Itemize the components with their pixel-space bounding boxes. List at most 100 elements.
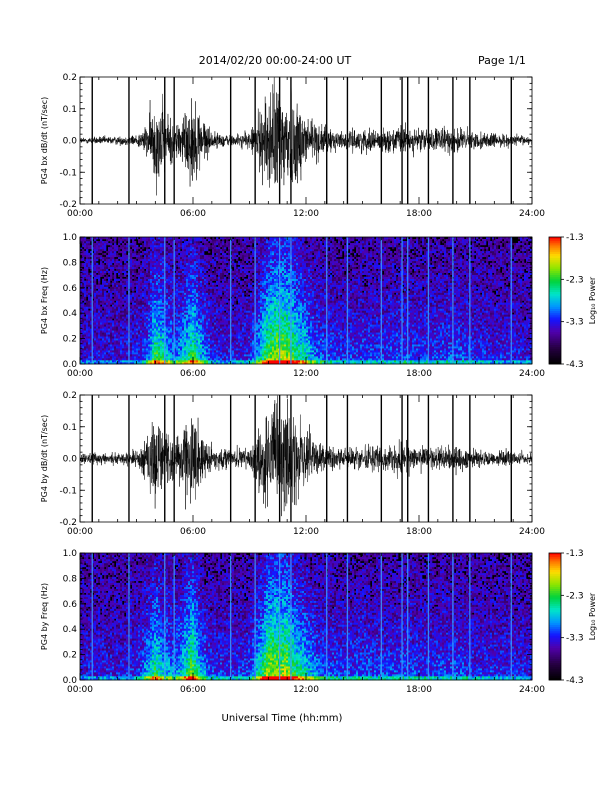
spectrogram-cell bbox=[204, 320, 206, 322]
spectrogram-cell bbox=[194, 245, 196, 247]
spectrogram-cell bbox=[208, 299, 210, 301]
spectrogram-cell bbox=[162, 324, 164, 326]
spectrogram-cell bbox=[166, 251, 168, 253]
spectrogram-cell bbox=[186, 356, 188, 358]
spectrogram-cell bbox=[118, 261, 120, 263]
spectrogram-cell bbox=[166, 304, 168, 306]
spectrogram-cell bbox=[228, 271, 230, 273]
spectrogram-cell bbox=[206, 299, 208, 301]
spectrogram-cell bbox=[134, 277, 136, 279]
spectrogram-cell bbox=[196, 249, 198, 251]
spectrogram-cell bbox=[114, 281, 116, 283]
spectrogram-cell bbox=[212, 273, 214, 275]
spectrogram-cell bbox=[200, 318, 202, 320]
spectrogram-cell bbox=[232, 322, 234, 324]
spectrogram-cell bbox=[202, 289, 204, 291]
spectrogram-cell bbox=[138, 352, 140, 354]
spectrogram-cell bbox=[84, 245, 86, 247]
spectrogram-cell bbox=[116, 342, 118, 344]
spectrogram-cell bbox=[132, 243, 134, 245]
spectrogram-cell bbox=[162, 338, 164, 340]
spectrogram-cell bbox=[200, 275, 202, 277]
spectrogram-cell bbox=[214, 322, 216, 324]
spectrogram-cell bbox=[194, 326, 196, 328]
spectrogram-cell bbox=[142, 332, 144, 334]
spectrogram-cell bbox=[184, 304, 186, 306]
spectrogram-cell bbox=[226, 289, 228, 291]
spectrogram-cell bbox=[126, 295, 128, 297]
spectrogram-cell bbox=[218, 279, 220, 281]
spectrogram-cell bbox=[126, 350, 128, 352]
spectrogram-cell bbox=[104, 322, 106, 324]
spectrogram-cell bbox=[216, 287, 218, 289]
spectrogram-cell bbox=[138, 344, 140, 346]
spectrogram-cell bbox=[234, 265, 236, 267]
spectrogram-cell bbox=[86, 306, 88, 308]
spectrogram-cell bbox=[208, 239, 210, 241]
spectrogram-cell bbox=[162, 316, 164, 318]
spectrogram-cell bbox=[180, 271, 182, 273]
spectrogram-cell bbox=[116, 245, 118, 247]
spectrogram-cell bbox=[136, 247, 138, 249]
spectrogram-cell bbox=[114, 350, 116, 352]
spectrogram-cell bbox=[134, 255, 136, 257]
spectrogram-cell bbox=[234, 243, 236, 245]
spectrogram-cell bbox=[160, 251, 162, 253]
spectrogram-cell bbox=[86, 255, 88, 257]
spectrogram-cell bbox=[188, 316, 190, 318]
spectrogram-cell bbox=[150, 346, 152, 348]
spectrogram-cell bbox=[198, 261, 200, 263]
spectrogram-cell bbox=[110, 312, 112, 314]
spectrogram-cell bbox=[112, 308, 114, 310]
spectrogram-cell bbox=[124, 330, 126, 332]
spectrogram-cell bbox=[84, 251, 86, 253]
spectrogram-cell bbox=[118, 346, 120, 348]
spectrogram-cell bbox=[194, 342, 196, 344]
spectrogram-cell bbox=[238, 352, 240, 354]
spectrogram-cell bbox=[86, 289, 88, 291]
spectrogram-cell bbox=[108, 263, 110, 265]
spectrogram-cell bbox=[142, 263, 144, 265]
spectrogram-cell bbox=[218, 352, 220, 354]
spectrogram-cell bbox=[84, 350, 86, 352]
spectrogram-cell bbox=[234, 322, 236, 324]
spectrogram-cell bbox=[170, 356, 172, 358]
spectrogram-cell bbox=[170, 283, 172, 285]
spectrogram-cell bbox=[216, 259, 218, 261]
spectrogram-cell bbox=[160, 289, 162, 291]
spectrogram-cell bbox=[82, 299, 84, 301]
spectrogram-cell bbox=[98, 257, 100, 259]
spectrogram-cell bbox=[188, 277, 190, 279]
spectrogram-cell bbox=[202, 360, 204, 362]
spectrogram-cell bbox=[196, 265, 198, 267]
spectrogram-cell bbox=[222, 273, 224, 275]
spectrogram-cell bbox=[140, 322, 142, 324]
spectrogram-cell bbox=[130, 269, 132, 271]
spectrogram-cell bbox=[134, 302, 136, 304]
spectrogram-cell bbox=[160, 348, 162, 350]
spectrogram-cell bbox=[160, 245, 162, 247]
spectrogram-cell bbox=[98, 283, 100, 285]
spectrogram-cell bbox=[210, 326, 212, 328]
spectrogram-cell bbox=[130, 342, 132, 344]
spectrogram-cell bbox=[108, 338, 110, 340]
spectrogram-cell bbox=[130, 297, 132, 299]
spectrogram-cell bbox=[182, 342, 184, 344]
spectrogram-cell bbox=[200, 332, 202, 334]
spectrogram-cell bbox=[162, 336, 164, 338]
spectrogram-cell bbox=[94, 255, 96, 257]
spectrogram-cell bbox=[98, 308, 100, 310]
spectrogram-cell bbox=[212, 269, 214, 271]
spectrogram-cell bbox=[232, 350, 234, 352]
spectrogram-cell bbox=[206, 289, 208, 291]
spectrogram-cell bbox=[204, 281, 206, 283]
spectrogram-cell bbox=[140, 289, 142, 291]
spectrogram-cell bbox=[118, 312, 120, 314]
spectrogram-cell bbox=[176, 249, 178, 251]
spectrogram-cell bbox=[144, 251, 146, 253]
spectrogram-cell bbox=[186, 269, 188, 271]
spectrogram-cell bbox=[102, 269, 104, 271]
spectrogram-cell bbox=[112, 267, 114, 269]
spectrogram-cell bbox=[160, 306, 162, 308]
spectrogram-cell bbox=[160, 247, 162, 249]
